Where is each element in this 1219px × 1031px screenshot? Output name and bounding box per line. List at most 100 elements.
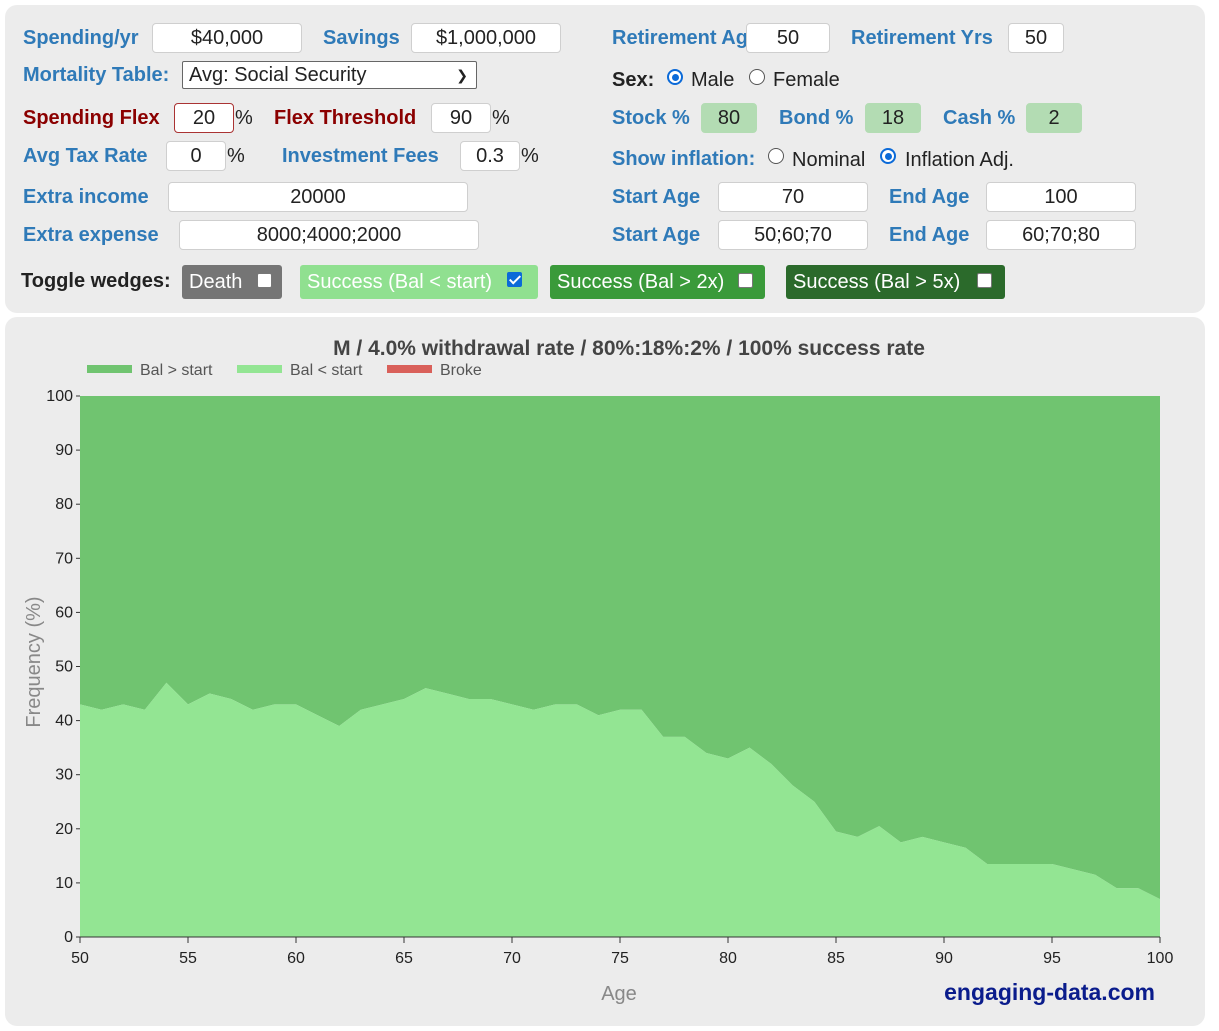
extra-expense-input[interactable] [179, 220, 479, 250]
bond-input[interactable] [865, 103, 921, 133]
x-tick-label: 65 [395, 950, 413, 967]
income-end-age-label: End Age [889, 186, 970, 208]
retirement-yrs-label: Retirement Yrs [851, 27, 993, 49]
inflation-adj-label: Inflation Adj. [905, 149, 1014, 171]
inflation-label: Show inflation: [612, 148, 756, 170]
toggle-wedges-label: Toggle wedges: [21, 270, 171, 292]
x-tick-label: 90 [935, 950, 953, 967]
y-axis-label: Frequency (%) [23, 596, 45, 727]
wedge-success-below-start-checkbox[interactable] [507, 272, 522, 287]
x-tick-label: 60 [287, 950, 305, 967]
extra-income-input[interactable] [168, 182, 468, 212]
y-tick-label: 80 [55, 496, 73, 513]
watermark: engaging-data.com [944, 979, 1155, 1005]
y-tick-label: 20 [55, 821, 73, 838]
flex-threshold-label: Flex Threshold [274, 107, 417, 129]
male-radio[interactable] [667, 69, 683, 85]
nominal-label: Nominal [792, 149, 866, 171]
expense-start-age-label: Start Age [612, 224, 701, 246]
y-tick-label: 40 [55, 713, 73, 730]
income-start-age-input[interactable] [718, 182, 868, 212]
cash-input[interactable] [1026, 103, 1082, 133]
wedge-success-2x-label: Success (Bal > 2x) [557, 271, 725, 293]
plot-area [80, 396, 1160, 937]
wedge-success-5x-checkbox[interactable] [977, 273, 992, 288]
stock-label: Stock % [612, 107, 690, 129]
fees-unit: % [521, 145, 539, 167]
x-tick-label: 70 [503, 950, 521, 967]
chart-panel: M / 4.0% withdrawal rate / 80%:18%:2% / … [5, 317, 1205, 1026]
retirement-age-input[interactable] [746, 23, 830, 53]
wedge-death-checkbox[interactable] [257, 273, 272, 288]
savings-label: Savings [323, 27, 400, 49]
fees-input[interactable] [460, 141, 520, 171]
spending-label: Spending/yr [23, 27, 139, 49]
wedge-success-below-start-label: Success (Bal < start) [307, 271, 493, 293]
legend-label-bal-below: Bal < start [290, 362, 363, 379]
frequency-area-chart: M / 4.0% withdrawal rate / 80%:18%:2% / … [23, 337, 1173, 1005]
wedge-success-5x-toggle[interactable]: Success (Bal > 5x) [786, 265, 1005, 299]
female-label: Female [773, 69, 840, 91]
spending-input[interactable] [152, 23, 302, 53]
y-tick-label: 60 [55, 604, 73, 621]
legend-swatch-broke [387, 365, 432, 373]
x-tick-label: 80 [719, 950, 737, 967]
spending-flex-label: Spending Flex [23, 107, 160, 129]
retirement-yrs-input[interactable] [1008, 23, 1064, 53]
extra-expense-label: Extra expense [23, 224, 159, 246]
y-tick-label: 0 [64, 929, 73, 946]
legend-swatch-bal-below [237, 365, 282, 373]
nominal-radio[interactable] [768, 148, 784, 164]
chevron-down-icon: ❯ [456, 67, 468, 83]
x-tick-label: 50 [71, 950, 89, 967]
female-radio[interactable] [749, 69, 765, 85]
x-tick-label: 100 [1147, 950, 1174, 967]
chart-legend: Bal > start Bal < start Broke [87, 362, 482, 379]
x-tick-label: 85 [827, 950, 845, 967]
tax-rate-unit: % [227, 145, 245, 167]
x-tick-label: 95 [1043, 950, 1061, 967]
mortality-value: Avg: Social Security [189, 64, 367, 86]
expense-start-age-input[interactable] [718, 220, 868, 250]
flex-threshold-input[interactable] [431, 103, 491, 133]
wedge-success-2x-toggle[interactable]: Success (Bal > 2x) [550, 265, 765, 299]
wedge-success-2x-checkbox[interactable] [738, 273, 753, 288]
fees-label: Investment Fees [282, 145, 439, 167]
y-tick-label: 70 [55, 550, 73, 567]
y-tick-label: 10 [55, 875, 73, 892]
chart-title: M / 4.0% withdrawal rate / 80%:18%:2% / … [333, 337, 925, 360]
legend-label-bal-above: Bal > start [140, 362, 213, 379]
spending-flex-input[interactable] [174, 103, 234, 133]
y-tick-label: 100 [46, 388, 73, 405]
tax-rate-input[interactable] [166, 141, 226, 171]
mortality-label: Mortality Table: [23, 64, 170, 86]
retirement-age-label: Retirement Age [612, 27, 760, 49]
area-bal-below-start [80, 682, 1160, 937]
extra-income-label: Extra income [23, 186, 149, 208]
inflation-adj-radio[interactable] [880, 148, 896, 164]
legend-label-broke: Broke [440, 362, 482, 379]
stock-input[interactable] [701, 103, 757, 133]
wedge-death-toggle[interactable]: Death [182, 265, 282, 299]
savings-input[interactable] [411, 23, 561, 53]
area-bal-above-start [80, 396, 1160, 900]
y-tick-label: 30 [55, 767, 73, 784]
male-label: Male [691, 69, 735, 91]
wedge-success-below-start-toggle[interactable]: Success (Bal < start) [300, 265, 538, 299]
y-tick-label: 90 [55, 442, 73, 459]
bond-label: Bond % [779, 107, 854, 129]
sex-label: Sex: [612, 69, 655, 91]
expense-end-age-input[interactable] [986, 220, 1136, 250]
mortality-select[interactable]: Avg: Social Security ❯ [182, 61, 477, 89]
chart-axes: 50 55 60 65 70 75 80 85 90 95 100 0 10 20 30 40 50 60 70 80… [46, 388, 1173, 967]
x-axis-label: Age [601, 983, 637, 1005]
legend-swatch-bal-above [87, 365, 132, 373]
income-end-age-input[interactable] [986, 182, 1136, 212]
x-tick-label: 55 [179, 950, 197, 967]
cash-label: Cash % [943, 107, 1016, 129]
x-tick-label: 75 [611, 950, 629, 967]
y-tick-label: 50 [55, 659, 73, 676]
controls-panel: Spending/yr Savings Retirement Age Retir… [5, 5, 1205, 313]
wedge-death-label: Death [189, 271, 243, 293]
wedge-success-5x-label: Success (Bal > 5x) [793, 271, 961, 293]
